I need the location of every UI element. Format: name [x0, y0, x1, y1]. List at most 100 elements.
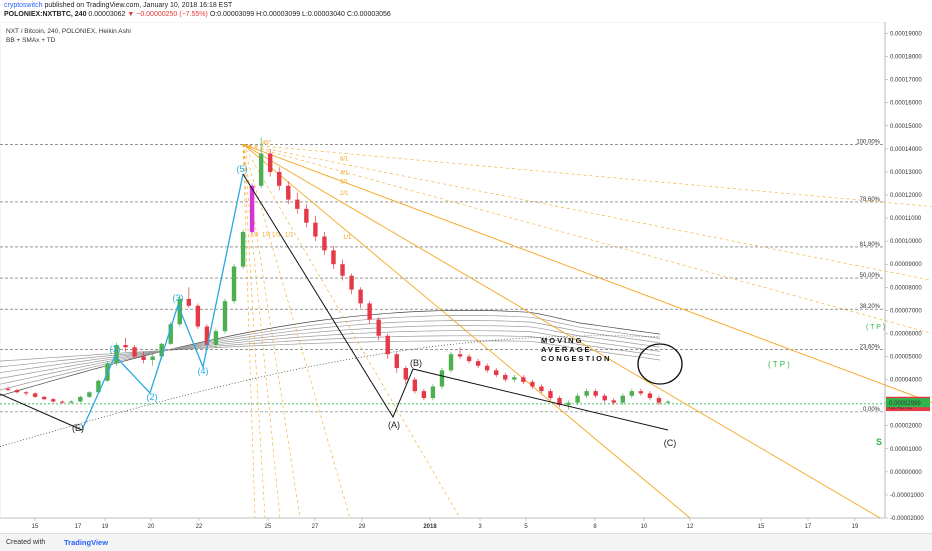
candle-body [222, 301, 228, 332]
gann-fan-line [242, 144, 351, 519]
gann-label: 45° [262, 140, 272, 146]
gann-label: 2/1 [340, 191, 349, 197]
moving-average-line [0, 310, 661, 397]
lower-band-line [0, 335, 661, 447]
gann-fan-line [242, 144, 461, 519]
price-change: ▼ −0.00000250 (−7.55%) [127, 11, 208, 18]
candle-body [656, 398, 662, 403]
chart-header: cryptoswitch published on TradingView.co… [0, 0, 932, 22]
y-tick-label: 0.00006000 [890, 331, 922, 337]
candle-body [457, 354, 463, 357]
candle-body [204, 326, 210, 345]
gann-fan-line [242, 143, 932, 281]
gann-fan-line [242, 143, 932, 207]
candle-body [403, 368, 409, 380]
x-tick-label: 12 [687, 524, 694, 530]
x-tick-label: 19 [852, 524, 859, 530]
y-tick-label: 0.00007000 [890, 308, 922, 314]
legend-indicators[interactable]: BB + SMAx + TD [6, 37, 56, 44]
created-with-text: Created with [6, 539, 46, 546]
y-tick-label: 0.00019000 [890, 32, 922, 38]
candle-body [159, 343, 164, 357]
candle-body [340, 264, 345, 276]
x-tick-label: 17 [805, 524, 812, 530]
candle-body [141, 356, 146, 360]
x-tick-label: 19 [102, 524, 109, 530]
moving-average-note: CONGESTION [541, 354, 611, 363]
y-tick-label: 0.00017000 [890, 78, 922, 84]
x-tick-label: 10 [641, 524, 648, 530]
candle-body [304, 208, 309, 223]
chart-legend: NXT / Bitcoin, 240, POLONIEX, Heikin Ash… [6, 27, 131, 45]
candle-body [150, 356, 155, 360]
x-tick-label: 15 [758, 524, 765, 530]
candle-body [421, 391, 427, 399]
wave-label: (A) [388, 420, 400, 430]
fib-level-label: 0.00% [863, 407, 881, 413]
x-tick-label: 15 [32, 524, 39, 530]
gann-label: 1/8 [250, 233, 259, 239]
y-axis[interactable]: 0.00019000 0.00018000 0.00017000 0.00016000… [884, 22, 930, 522]
moving-average-line [0, 340, 661, 362]
gann-fan-line [242, 144, 281, 519]
candle-body [123, 344, 128, 348]
y-tick-label: 0.00000000 [890, 470, 922, 476]
fib-retracement: 100.00% 78.60% 61.80% 50.00% 38.20% 23.60% 0.0… [0, 139, 885, 413]
x-tick-label: 27 [312, 524, 319, 530]
candle-body [5, 388, 11, 390]
candle-body [593, 391, 598, 396]
candle-body [611, 400, 616, 403]
y-tick-label: 0.00014000 [890, 147, 922, 153]
candle-body [41, 396, 47, 400]
published-text: published on TradingView.com, January 10… [42, 2, 233, 9]
y-tick-label: -0.00001000 [890, 493, 924, 499]
candle-body [647, 393, 653, 399]
candle-body [521, 377, 526, 382]
gann-fan-line [242, 144, 256, 519]
x-axis[interactable]: 15 19 20 22 25 27 29 2018 3 5 8 10 12 15 17 19 17 [0, 517, 885, 530]
support-label: S [876, 437, 882, 447]
candle-body [114, 344, 119, 364]
wave-label: (3) [173, 293, 184, 303]
wave-label: (5) [237, 164, 248, 174]
candle-body [430, 386, 436, 399]
grid [0, 22, 886, 519]
y-tick-label: 0.00001000 [890, 447, 922, 453]
gann-label: 1/1 [343, 235, 352, 241]
candle-body [186, 298, 192, 306]
wave-label: (C) [664, 438, 677, 448]
x-tick-label: 25 [265, 524, 272, 530]
gann-label: 1/4 [262, 233, 271, 239]
wave-lines: (1) (2) (3) (4) (5) (A) (B) (C) (E) [0, 164, 676, 448]
candle-body [575, 395, 580, 403]
candle-body [322, 236, 327, 251]
fib-level-label: 100.00% [856, 139, 880, 145]
candle-body [484, 365, 490, 371]
moving-average-note: MOVING [541, 336, 583, 345]
tradingview-logo[interactable]: TradingView [64, 538, 109, 547]
y-tick-label: 0.00011000 [890, 216, 922, 222]
chart-canvas[interactable]: 100.00%78.60%61.80%50.00%38.20%23.60%0.0… [0, 22, 932, 533]
candle-body [566, 402, 571, 405]
wave-label: (E) [72, 423, 84, 433]
y-tick-label: 0.00008000 [890, 285, 922, 291]
candle-body [60, 401, 65, 403]
y-tick-label: 0.00005000 [890, 355, 922, 361]
price-badge-label: 02:42:02 [889, 405, 913, 411]
tp-label-upper: ( T P ) [866, 324, 885, 331]
symbol-label: POLONIEX:NXTBTC, 240 [4, 11, 87, 18]
moving-average-line [0, 330, 661, 374]
candle-body [267, 153, 273, 172]
gann-fan-line [242, 143, 932, 404]
moving-average-note: AVERAGE [541, 345, 592, 354]
fib-level-label: 50.00% [860, 273, 881, 279]
candle-body [258, 153, 264, 186]
candle-body [466, 356, 472, 362]
author-link[interactable]: cryptoswitch [4, 2, 43, 9]
candle-body [439, 370, 445, 387]
wave-label: (B) [410, 358, 422, 368]
fib-level-label: 23.60% [860, 345, 881, 351]
x-tick-label: 2018 [423, 524, 437, 530]
price-badge [886, 398, 930, 408]
y-tick-label: 0.00016000 [890, 101, 922, 107]
